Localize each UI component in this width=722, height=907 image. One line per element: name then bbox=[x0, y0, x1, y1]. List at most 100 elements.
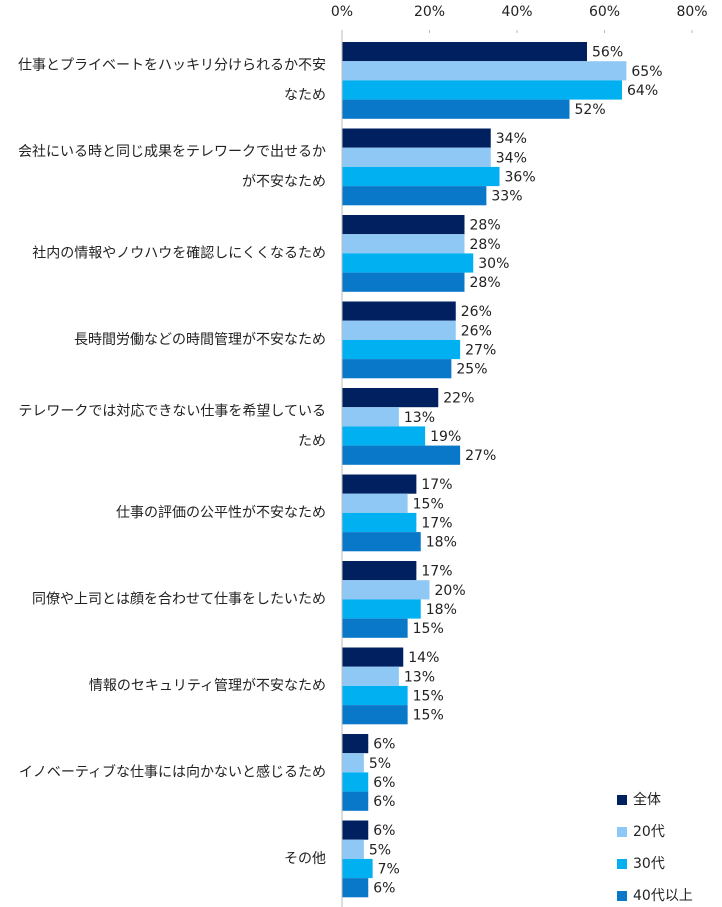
value-label: 15% bbox=[413, 708, 444, 724]
legend-label: 30代 bbox=[633, 856, 665, 872]
category-label: 仕事とプライベートをハッキリ分けられるか不安 bbox=[18, 57, 326, 73]
value-label: 27% bbox=[465, 343, 496, 359]
value-label: 26% bbox=[461, 323, 492, 339]
category-label: ため bbox=[298, 433, 326, 449]
category-label: が不安なため bbox=[242, 174, 326, 190]
value-label: 13% bbox=[404, 410, 435, 426]
category-label: テレワークでは対応できない仕事を希望している bbox=[18, 403, 326, 419]
value-label: 6% bbox=[373, 737, 395, 753]
bar bbox=[342, 42, 587, 62]
value-label: 17% bbox=[421, 477, 452, 493]
bar bbox=[342, 407, 399, 427]
bar bbox=[342, 426, 426, 446]
value-label: 34% bbox=[496, 131, 527, 147]
value-label: 6% bbox=[373, 794, 395, 810]
bar bbox=[342, 772, 369, 792]
bar bbox=[342, 858, 373, 879]
bar bbox=[342, 493, 408, 513]
bar bbox=[342, 685, 408, 706]
value-label: 22% bbox=[443, 391, 474, 407]
value-label: 34% bbox=[496, 150, 527, 166]
value-label: 30% bbox=[478, 256, 509, 272]
bar bbox=[342, 512, 417, 533]
category-label: その他 bbox=[284, 851, 326, 867]
legend-swatch bbox=[617, 827, 627, 837]
bar bbox=[342, 820, 369, 840]
bar bbox=[342, 166, 500, 187]
x-tick-label: 0% bbox=[331, 4, 353, 20]
value-label: 28% bbox=[470, 218, 501, 234]
x-tick-label: 60% bbox=[589, 4, 620, 20]
bar bbox=[342, 80, 622, 100]
value-label: 65% bbox=[631, 64, 662, 80]
bar bbox=[342, 359, 452, 379]
value-label: 5% bbox=[369, 842, 391, 858]
bar bbox=[342, 474, 417, 494]
value-label: 19% bbox=[430, 429, 461, 445]
bar bbox=[342, 128, 491, 148]
bar bbox=[342, 61, 627, 81]
value-label: 17% bbox=[421, 564, 452, 580]
legend-label: 20代 bbox=[633, 824, 665, 840]
value-label: 18% bbox=[426, 535, 457, 551]
category-label: イノベーティブな仕事には向かないと感じるため bbox=[19, 763, 326, 780]
bar bbox=[342, 705, 408, 725]
value-label: 64% bbox=[627, 83, 658, 99]
value-label: 6% bbox=[373, 775, 395, 791]
bar bbox=[342, 339, 461, 360]
value-label: 6% bbox=[373, 823, 395, 839]
value-label: 20% bbox=[435, 583, 466, 599]
bar bbox=[342, 839, 364, 859]
value-label: 56% bbox=[592, 45, 623, 61]
bar bbox=[342, 532, 421, 552]
x-tick-label: 40% bbox=[501, 4, 532, 20]
category-label: 情報のセキュリティ管理が不安なため bbox=[89, 678, 326, 694]
bar bbox=[342, 272, 465, 292]
bar bbox=[342, 791, 369, 811]
bar bbox=[342, 320, 456, 340]
x-tick-label: 80% bbox=[676, 4, 707, 20]
value-label: 25% bbox=[456, 362, 487, 378]
value-label: 36% bbox=[505, 170, 536, 186]
value-label: 14% bbox=[408, 650, 439, 666]
legend-label: 全体 bbox=[633, 791, 661, 808]
value-label: 26% bbox=[461, 304, 492, 320]
value-label: 17% bbox=[421, 516, 452, 532]
bar bbox=[342, 878, 369, 898]
category-label: 会社にいる時と同じ成果をテレワークで出せるか bbox=[18, 144, 326, 160]
x-tick-label: 20% bbox=[414, 4, 445, 20]
category-label: 同僚や上司とは顔を合わせて仕事をしたいため bbox=[32, 591, 326, 607]
value-label: 28% bbox=[470, 237, 501, 253]
value-label: 15% bbox=[413, 689, 444, 705]
category-label: 仕事の評価の公平性が不安なため bbox=[116, 505, 326, 521]
bar bbox=[342, 215, 465, 235]
legend-swatch bbox=[617, 859, 627, 869]
bar bbox=[342, 734, 369, 754]
value-label: 15% bbox=[413, 621, 444, 637]
legend-label: 40代以上 bbox=[633, 888, 693, 904]
category-label: 社内の情報やノウハウを確認しにくくなるため bbox=[32, 245, 326, 261]
bar bbox=[342, 666, 399, 686]
legend-swatch bbox=[617, 891, 627, 901]
value-label: 18% bbox=[426, 602, 457, 618]
value-label: 27% bbox=[465, 448, 496, 464]
value-label: 33% bbox=[491, 189, 522, 205]
category-label: なため bbox=[284, 87, 326, 103]
value-label: 5% bbox=[369, 756, 391, 772]
legend-swatch bbox=[617, 795, 627, 805]
value-label: 28% bbox=[470, 275, 501, 291]
category-label: 長時間労働などの時間管理が不安なため bbox=[74, 332, 326, 348]
bar bbox=[342, 599, 421, 619]
bar bbox=[342, 253, 474, 273]
bar bbox=[342, 753, 364, 773]
bar bbox=[342, 147, 491, 167]
bar bbox=[342, 580, 430, 600]
bar bbox=[342, 301, 456, 321]
value-label: 52% bbox=[575, 102, 606, 118]
bar bbox=[342, 99, 570, 119]
value-label: 6% bbox=[373, 881, 395, 897]
bar bbox=[342, 561, 417, 581]
bar bbox=[342, 234, 465, 254]
bar bbox=[342, 388, 439, 408]
